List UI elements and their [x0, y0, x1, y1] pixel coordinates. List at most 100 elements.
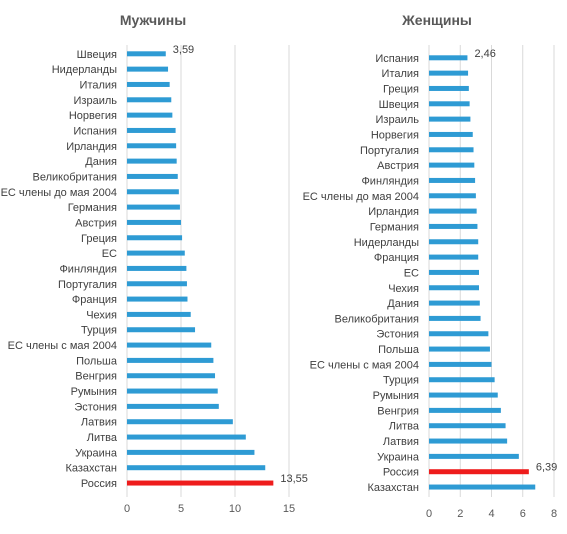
- bar: [429, 300, 480, 306]
- bar: [127, 97, 172, 103]
- bar: [127, 296, 188, 302]
- bar: [127, 434, 246, 440]
- x-tick-label: 10: [229, 503, 241, 515]
- bar: [127, 403, 219, 409]
- bar: [127, 480, 274, 486]
- category-label: Франция: [374, 252, 419, 264]
- category-label: Литва: [87, 432, 118, 444]
- category-label: ЕС: [404, 267, 419, 279]
- bar: [429, 70, 469, 76]
- category-label: Франция: [72, 294, 117, 306]
- category-label: Турция: [81, 325, 117, 337]
- bar: [127, 449, 255, 455]
- category-label: Эстония: [74, 401, 117, 413]
- bar: [127, 465, 266, 471]
- bar: [127, 189, 179, 195]
- category-label: ЕС: [102, 248, 117, 260]
- chart-title: Женщины: [401, 12, 472, 28]
- bar: [429, 315, 481, 321]
- x-tick-label: 5: [178, 503, 184, 515]
- bar: [429, 469, 529, 475]
- bar: [429, 101, 470, 107]
- x-tick-label: 15: [283, 503, 295, 515]
- bar: [429, 193, 476, 199]
- category-label: Латвия: [383, 436, 419, 448]
- category-label: Венгрия: [75, 371, 117, 383]
- category-label: Испания: [73, 125, 117, 137]
- bar: [127, 51, 166, 57]
- data-label: 13,55: [280, 473, 308, 485]
- bar: [127, 173, 178, 179]
- category-label: Румыния: [373, 390, 419, 402]
- bar: [127, 373, 216, 379]
- category-label: Израиль: [376, 114, 420, 126]
- bar: [127, 235, 183, 241]
- bar: [127, 204, 180, 210]
- category-label: Казахстан: [65, 463, 117, 475]
- category-label: Россия: [383, 467, 419, 479]
- category-label: Казахстан: [367, 482, 419, 494]
- category-label: Дания: [85, 156, 117, 168]
- bar: [127, 419, 233, 425]
- category-label: Ирландия: [368, 206, 419, 218]
- category-label: Португалия: [360, 145, 419, 157]
- x-tick-label: 2: [457, 508, 463, 520]
- bar: [127, 311, 191, 317]
- category-label: Украина: [75, 447, 118, 459]
- bar: [127, 388, 218, 394]
- x-tick-label: 8: [551, 508, 557, 520]
- bar: [429, 346, 490, 352]
- bar: [429, 377, 495, 383]
- category-label: Италия: [80, 79, 118, 91]
- bar: [429, 55, 468, 61]
- bar: [429, 131, 473, 137]
- category-label: Греция: [81, 233, 117, 245]
- bar: [429, 361, 492, 367]
- bar: [429, 269, 479, 275]
- category-label: Чехия: [388, 283, 419, 295]
- category-label: Швеция: [379, 99, 419, 111]
- bar: [429, 423, 506, 429]
- category-label: Португалия: [58, 279, 117, 291]
- category-label: Норвегия: [371, 129, 419, 141]
- category-label: Австрия: [377, 160, 419, 172]
- bar: [127, 250, 185, 256]
- bar: [429, 285, 479, 291]
- category-label: Австрия: [75, 217, 117, 229]
- x-tick-label: 4: [488, 508, 494, 520]
- category-label: Греция: [383, 83, 419, 95]
- bar: [429, 116, 471, 122]
- category-label: Германия: [68, 202, 117, 214]
- bar: [429, 85, 469, 91]
- category-label: Нидерланды: [52, 64, 117, 76]
- bar: [429, 453, 519, 459]
- bar: [127, 342, 212, 348]
- category-label: Польша: [76, 355, 118, 367]
- data-label: 3,59: [173, 44, 194, 56]
- category-label: Нидерланды: [354, 237, 419, 249]
- chart-title: Мужчины: [120, 12, 186, 28]
- bar: [127, 265, 187, 271]
- category-label: Финляндия: [59, 263, 117, 275]
- x-tick-label: 0: [426, 508, 432, 520]
- x-tick-label: 0: [124, 503, 130, 515]
- bar: [429, 162, 475, 168]
- bar: [429, 484, 536, 490]
- bar: [127, 81, 170, 87]
- category-label: Литва: [389, 421, 420, 433]
- category-label: Украина: [377, 451, 420, 463]
- category-label: Финляндия: [361, 175, 419, 187]
- bar: [127, 127, 176, 133]
- bar: [429, 407, 501, 413]
- bar: [429, 147, 474, 153]
- category-label: Швеция: [77, 49, 117, 61]
- category-label: Италия: [382, 68, 420, 80]
- bar: [127, 158, 177, 164]
- bar: [429, 392, 498, 398]
- bar: [127, 112, 173, 118]
- category-label: Латвия: [81, 417, 117, 429]
- category-label: Польша: [378, 344, 420, 356]
- bar: [429, 331, 489, 337]
- category-label: Израиль: [74, 95, 118, 107]
